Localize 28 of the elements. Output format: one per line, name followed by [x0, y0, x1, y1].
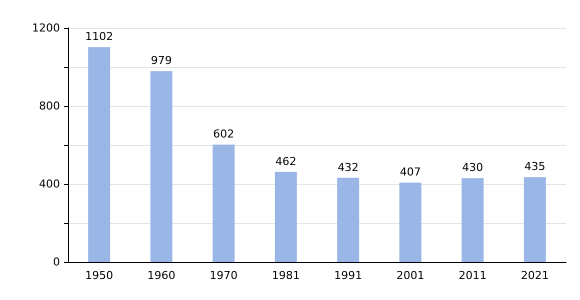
- x-tick-label: 1950: [85, 269, 114, 282]
- bar: [274, 172, 297, 262]
- bar: [462, 178, 484, 262]
- data-label: 462: [275, 154, 296, 168]
- y-tick-label: 0: [53, 256, 60, 268]
- data-label: 602: [213, 128, 234, 141]
- data-label: 432: [338, 160, 359, 174]
- data-label: 435: [524, 160, 546, 174]
- bar: [399, 182, 422, 262]
- x-tick-label: 1970: [210, 269, 238, 282]
- bar: [337, 178, 360, 262]
- x-tick-label: 1991: [334, 269, 362, 282]
- x-tick-label: 2011: [458, 269, 487, 282]
- y-tick-label: 1200: [32, 22, 60, 34]
- x-tick-label: 2021: [520, 269, 549, 282]
- data-label: 1102: [85, 30, 114, 44]
- y-tick-label: 800: [39, 100, 60, 112]
- x-tick-label: 1960: [147, 269, 176, 282]
- y-tick-label: 400: [39, 178, 60, 190]
- x-tick-label: 2001: [396, 269, 424, 282]
- bar: [524, 177, 546, 262]
- data-label: 430: [462, 161, 484, 174]
- x-tick-label: 1981: [272, 269, 300, 282]
- bar: [212, 144, 235, 262]
- data-label: 979: [150, 54, 172, 68]
- bar: [150, 71, 172, 262]
- data-label: 407: [400, 166, 421, 179]
- bar: [88, 47, 110, 262]
